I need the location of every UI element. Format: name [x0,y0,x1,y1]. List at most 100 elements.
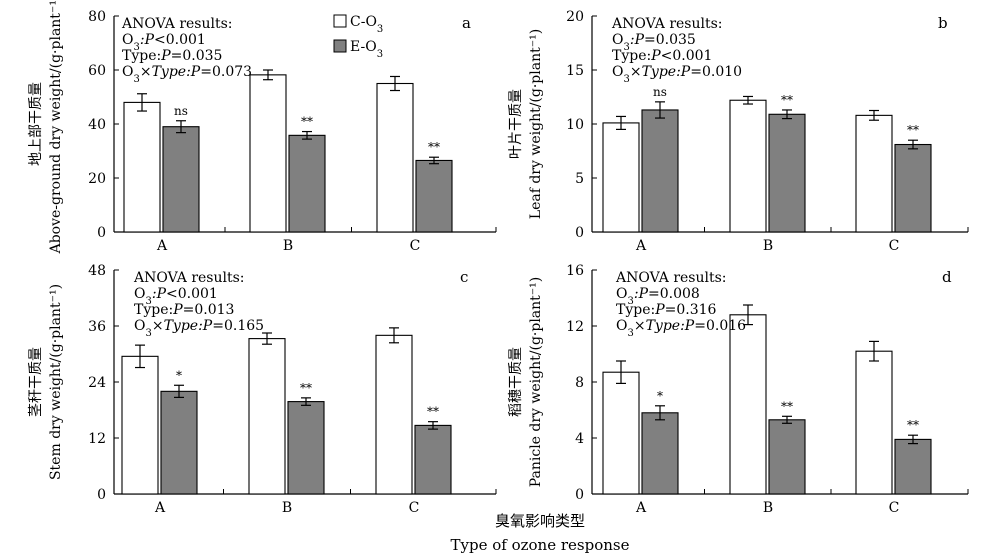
bar-e-o3-A [641,412,679,495]
anova-line: ANOVA results: [615,270,727,286]
bar-c-o3-C [855,350,893,495]
y-tick-label: 80 [88,9,106,25]
y-tick-label: 10 [566,117,584,133]
x-tick-label: C [889,238,900,254]
legend-label-e-o3: E-O3 [350,39,383,60]
anova-line: ANOVA results: [121,16,233,32]
x-tick-label: B [763,500,773,516]
x-tick-label: A [635,500,647,516]
significance-label: * [657,389,663,403]
significance-label: ** [300,381,312,395]
anova-line: Type:P=0.316 [616,302,717,318]
legend-swatch-c-o3 [333,14,347,28]
bar-e-o3-C [894,438,932,495]
anova-line: Type:P<0.001 [612,48,712,64]
bar-c-o3-A [602,122,640,233]
bar-e-o3-A [160,390,198,495]
y-axis-label-cn: 茎秆干质量 [28,347,44,417]
anova-line: O3×Type:P=0.010 [612,64,742,85]
y-axis-label-cn: 地上部干质量 [28,82,44,166]
anova-line: Type:P=0.013 [134,302,234,318]
legend: C-O3 E-O3 [333,14,383,60]
y-tick-label: 8 [575,375,584,391]
bar-c-o3-A [121,355,159,495]
significance-label: ** [781,93,793,107]
y-axis-label-en: Leaf dry weight/(g·plant⁻¹) [528,29,544,219]
bar-c-o3-A [602,371,640,495]
y-tick-label: 0 [97,225,106,241]
y-tick-label: 15 [566,63,584,79]
bar-e-o3-B [768,113,806,233]
y-tick-label: 5 [575,171,584,187]
anova-line: O3×Type:P=0.016 [616,318,746,339]
x-axis-title-en: Type of ozone response [451,536,630,554]
x-tick-label: C [410,238,421,254]
anova-line: ANOVA results: [133,270,245,286]
y-tick-label: 0 [575,487,584,503]
y-tick-label: 20 [566,9,584,25]
y-tick-label: 48 [88,263,106,279]
panel-b: 0 5 10 15 20 A B Cns ** ** 叶片干质量 Leaf dry weight/(g… [508,9,969,254]
bar-c-o3-C [375,334,413,495]
anova-line: O3:P<0.001 [134,286,218,307]
y-tick-label: 40 [88,117,106,133]
significance-label: ** [428,140,440,154]
significance-label: ** [907,123,919,137]
significance-label: ** [907,418,919,432]
bar-c-o3-B [729,99,767,233]
x-tick-label: B [283,238,293,254]
panel-letter: b [938,14,948,32]
anova-line: ANOVA results: [611,16,723,32]
y-tick-label: 0 [575,225,584,241]
bar-e-o3-B [288,134,326,233]
significance-label: ** [301,115,313,129]
panel-letter: c [460,268,468,286]
anova-line: Type:P=0.035 [122,48,222,64]
y-tick-label: 16 [566,263,584,279]
x-tick-label: A [156,238,168,254]
bar-c-o3-A [123,101,161,233]
anova-line: O3:P=0.035 [612,32,696,53]
y-axis-label-cn: 叶片干质量 [508,89,524,159]
x-tick-label: C [889,500,900,516]
bar-e-o3-B [287,401,325,495]
y-axis-label-en: Panicle dry weight/(g·plant⁻¹) [528,277,544,488]
legend-label-c-o3: C-O3 [350,14,383,35]
y-tick-label: 20 [88,171,106,187]
y-axis-label-cn: 稻穗干质量 [508,347,524,417]
x-tick-label: A [635,238,647,254]
y-axis-label-en: Stem dry weight/(g·plant⁻¹) [48,284,64,480]
anova-line: O3×Type:P=0.073 [122,64,252,85]
y-tick-label: 4 [575,431,584,447]
significance-label: ** [427,405,439,419]
x-axis-title-cn: 臭氧影响类型 [495,512,585,530]
y-axis-label-en: Above-ground dry weight/(g·plant⁻¹) [48,0,64,254]
x-tick-label: C [409,500,420,516]
y-tick-label: 12 [566,319,584,335]
x-tick-label: A [154,500,166,516]
significance-label: * [176,368,182,382]
legend-swatch-e-o3 [333,39,347,53]
bar-e-o3-A [641,109,679,233]
bar-e-o3-B [768,419,806,495]
bar-e-o3-C [894,143,932,233]
bar-c-o3-B [249,74,287,233]
significance-label: ** [781,399,793,413]
x-tick-label: B [282,500,292,516]
panel-letter: a [462,14,471,32]
y-tick-label: 0 [97,487,106,503]
y-tick-label: 12 [88,431,106,447]
panel-letter: d [942,268,952,286]
y-tick-label: 24 [88,375,106,391]
bar-c-o3-B [248,338,286,495]
anova-line: O3:P<0.001 [122,32,206,53]
significance-label: ns [653,85,667,99]
panel-a: 0 20 40 60 80 A B Cns ** ** 地上部干质量 Above-ground dry… [28,0,497,254]
bar-c-o3-C [376,82,414,233]
bar-e-o3-A [162,126,200,233]
bar-c-o3-B [729,314,767,495]
